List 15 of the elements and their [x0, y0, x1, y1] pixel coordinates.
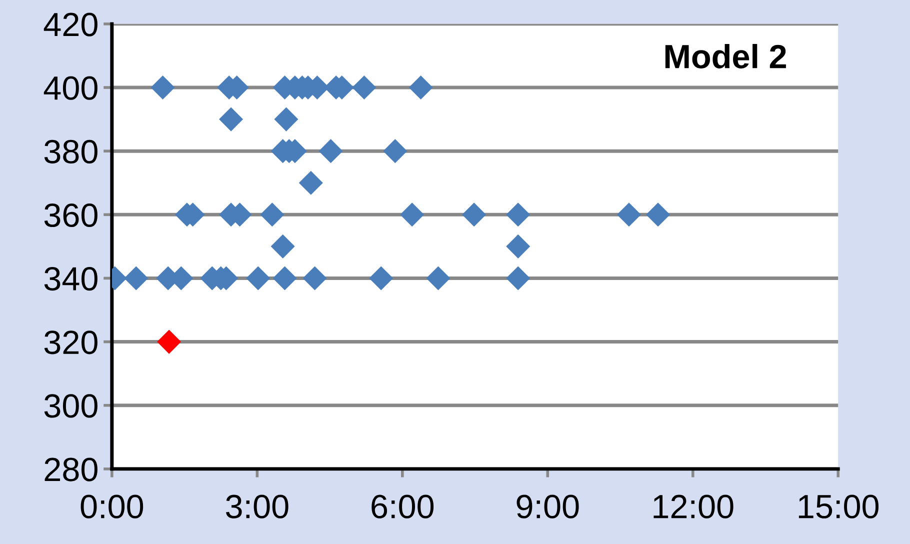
y-tick-label: 340 — [44, 267, 98, 291]
y-tick-label: 320 — [44, 330, 98, 354]
y-tick-label: 400 — [44, 76, 98, 100]
x-tick-label: 9:00 — [516, 494, 579, 518]
chart-title: Model 2 — [665, 44, 786, 68]
y-tick-label: 380 — [44, 140, 98, 164]
x-tick-label: 12:00 — [654, 494, 734, 518]
x-tick-label: 0:00 — [80, 494, 144, 518]
y-tick-label: 300 — [44, 394, 98, 418]
x-tick-label: 3:00 — [226, 494, 288, 518]
x-tick-label: 15:00 — [798, 494, 879, 518]
y-tick-label: 280 — [44, 458, 98, 482]
x-tick-label: 6:00 — [372, 494, 434, 518]
y-tick-label: 420 — [44, 12, 98, 36]
y-tick-label: 360 — [44, 203, 98, 228]
